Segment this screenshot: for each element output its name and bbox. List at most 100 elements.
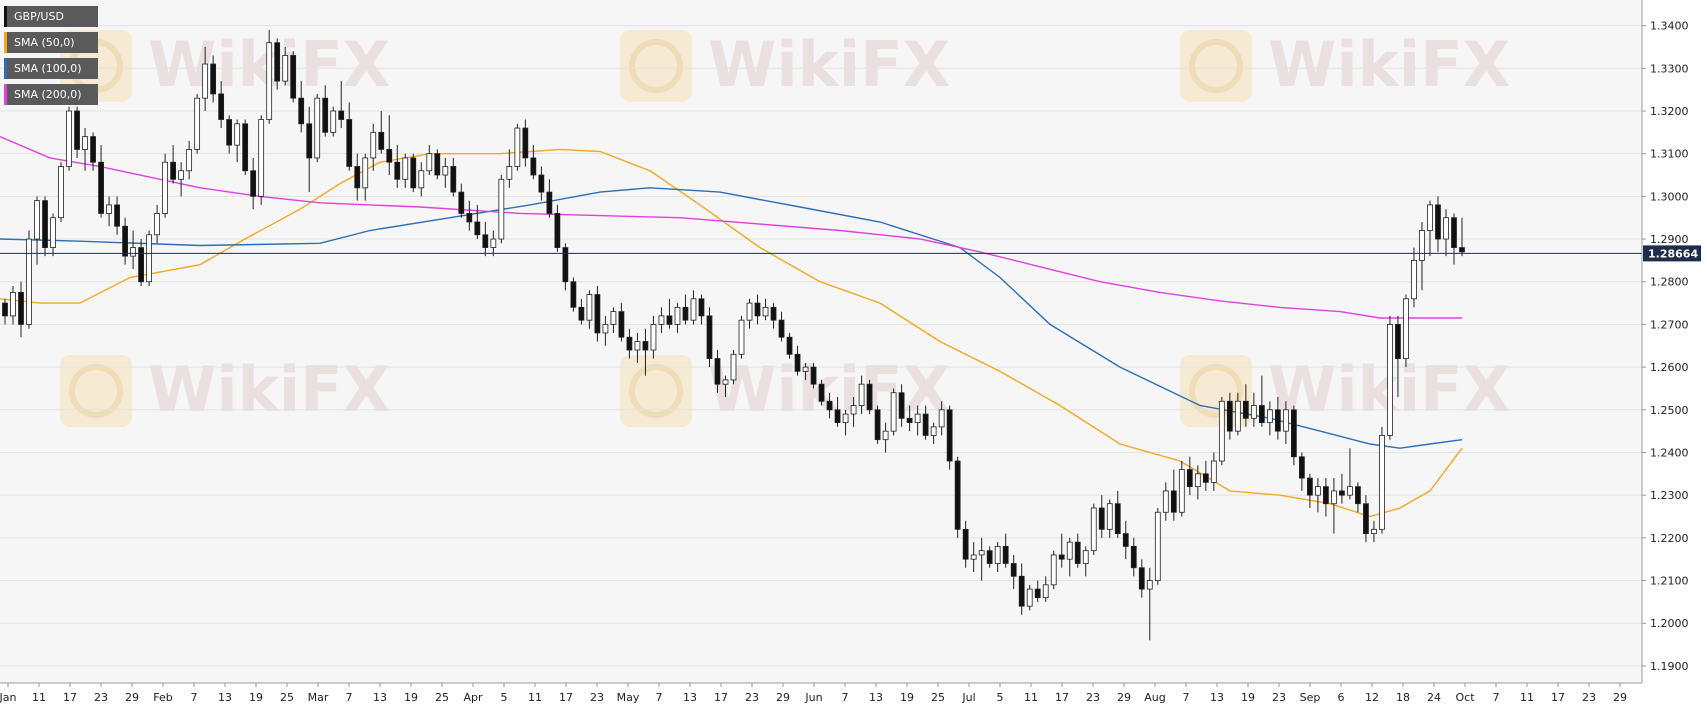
x-tick-label: 13 [1210, 691, 1224, 704]
candle [210, 55, 217, 103]
candle [298, 81, 305, 133]
candle [218, 81, 225, 129]
x-tick-label: 17 [559, 691, 573, 704]
candle [850, 396, 857, 427]
x-tick-label: 17 [1055, 691, 1069, 704]
legend-item-sma-200[interactable]: SMA (200,0) [4, 84, 98, 105]
candle [98, 145, 104, 218]
candle [354, 153, 361, 201]
candle [754, 294, 761, 325]
watermark-text: WikiFX [1268, 28, 1510, 101]
candle [554, 204, 561, 252]
x-tick-label: 13 [373, 691, 387, 704]
candle [1026, 584, 1033, 611]
x-tick-label: Aug [1144, 691, 1165, 704]
watermark-logo: WikiFX [620, 28, 950, 102]
candles [2, 29, 1465, 641]
candle [1379, 426, 1385, 534]
candle [762, 298, 769, 321]
x-tick-label: 5 [501, 691, 508, 704]
x-tick-label: 25 [435, 691, 449, 704]
candle [10, 286, 16, 325]
candle [682, 294, 689, 325]
candle [490, 230, 497, 257]
x-tick-label: 23 [745, 691, 759, 704]
candle [162, 153, 168, 218]
x-tick-label: Feb [153, 691, 172, 704]
legend-swatch-gbpusd [4, 6, 7, 27]
x-tick-label: 23 [1086, 691, 1100, 704]
candle [1403, 294, 1409, 368]
candle [242, 119, 249, 176]
y-tick-label: 1.3300 [1650, 62, 1689, 75]
x-tick-label: 13 [683, 691, 697, 704]
candle [514, 123, 521, 171]
current-price-line: 1.28664 [0, 245, 1701, 262]
candle [1419, 221, 1425, 291]
candle [770, 303, 777, 329]
candle [946, 405, 953, 470]
x-tick-label: 19 [1241, 691, 1255, 704]
x-tick-label: 7 [842, 691, 849, 704]
candle [1258, 375, 1265, 427]
candle [1451, 213, 1457, 265]
y-tick-label: 1.3400 [1650, 20, 1689, 33]
candle [642, 328, 649, 376]
candle [810, 362, 817, 389]
legend-label-sma-100: SMA (100,0) [14, 62, 82, 75]
candle [186, 140, 193, 180]
x-tick-label: 24 [1427, 691, 1441, 704]
candle [170, 145, 176, 184]
candle [122, 217, 128, 265]
x-tick-label: 25 [931, 691, 945, 704]
candle [378, 110, 385, 154]
candle [882, 422, 889, 453]
candle [1186, 456, 1193, 496]
candle [418, 162, 425, 197]
candle [586, 290, 593, 329]
x-tick-label: 17 [63, 691, 77, 704]
candle [1130, 537, 1137, 577]
candle [738, 315, 745, 359]
candle [1299, 452, 1305, 491]
x-tick-label: 17 [714, 691, 728, 704]
legend-item-gbpusd[interactable]: GBP/USD [4, 6, 98, 27]
candle [1146, 567, 1153, 641]
current-price-badge [1643, 245, 1701, 262]
legend-item-sma-100[interactable]: SMA (100,0) [4, 58, 98, 79]
candle [274, 38, 281, 90]
y-tick-label: 1.2000 [1650, 617, 1689, 630]
candle [42, 196, 48, 257]
candle [594, 286, 601, 342]
candle [1274, 396, 1281, 440]
candle [154, 204, 160, 244]
y-tick-label: 1.2200 [1650, 532, 1689, 545]
x-tick-label: 7 [656, 691, 663, 704]
candle [2, 298, 8, 325]
legend-item-sma-50[interactable]: SMA (50,0) [4, 32, 98, 53]
x-tick-label: 11 [1024, 691, 1038, 704]
candle [1194, 465, 1201, 500]
candle [906, 405, 913, 432]
legend-label-gbpusd: GBP/USD [14, 10, 64, 23]
candle [26, 230, 32, 329]
candle [18, 281, 24, 338]
x-axis: Jan 11 17 23 29 Feb 7 13 19 25 Mar 7 13 19 25 Apr 5 11 17 2… [0, 682, 1642, 704]
candle [706, 307, 713, 368]
candle [1178, 461, 1185, 517]
candle [178, 162, 185, 197]
candle [666, 298, 673, 329]
x-tick-label: Apr [463, 691, 483, 704]
candle [578, 298, 585, 325]
x-tick-label: 23 [590, 691, 604, 704]
candle [314, 93, 321, 163]
candle [1347, 448, 1353, 500]
x-tick-label: 7 [191, 691, 198, 704]
candle [1427, 200, 1433, 257]
candle [1154, 507, 1161, 585]
candle [410, 153, 417, 193]
candle [226, 115, 233, 154]
x-tick-label: 7 [346, 691, 353, 704]
candle [658, 307, 665, 333]
